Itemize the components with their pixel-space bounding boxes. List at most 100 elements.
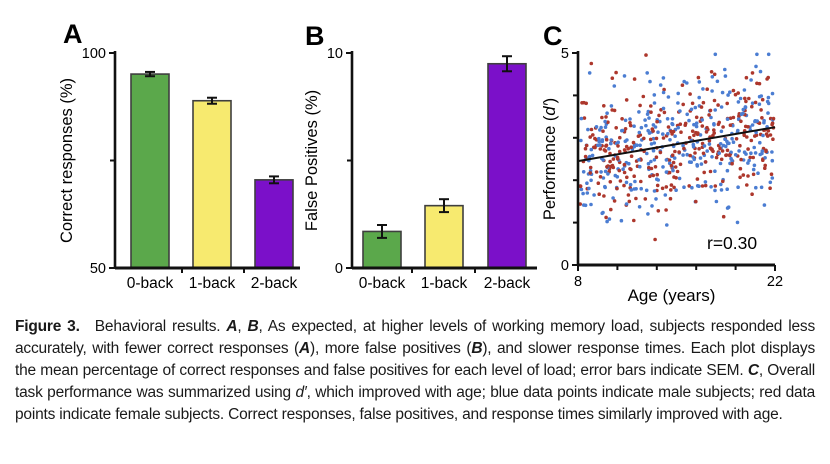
scatter-point (758, 152, 762, 157)
scatter-point (692, 157, 696, 162)
caption-segment: ), more false positives ( (310, 340, 472, 357)
scatter-point (652, 93, 657, 97)
scatter-point (666, 95, 671, 99)
scatter-point (687, 118, 691, 123)
scatter-point (617, 168, 622, 173)
scatter-point (654, 136, 659, 141)
scatter-point (638, 103, 642, 108)
scatter-point (622, 183, 626, 188)
scatter-point (581, 170, 586, 174)
scatter-point (694, 199, 698, 204)
scatter-point (728, 90, 732, 94)
scatter-point (672, 185, 676, 190)
scatter-point (581, 191, 585, 196)
scatter-point (755, 81, 759, 86)
scatter-point (719, 129, 724, 134)
scatter-point (645, 71, 649, 75)
scatter-point (648, 137, 653, 142)
scatter-point (698, 156, 703, 160)
scatter-point (699, 105, 704, 109)
scatter-point (710, 89, 714, 93)
scatter-point (757, 102, 762, 106)
scatter-point (771, 116, 776, 121)
scatter-point (758, 69, 763, 74)
scatter-point (692, 122, 696, 127)
scatter-point (649, 166, 654, 171)
scatter-point (602, 104, 606, 108)
bar-1-back (424, 204, 464, 269)
scatter-point (743, 96, 747, 101)
scatter-point (666, 131, 670, 136)
scatter-point (753, 151, 758, 155)
x-axis-title: Age (years) (628, 286, 716, 305)
scatter-point (609, 104, 614, 108)
scatter-point (703, 183, 708, 188)
scatter-point (680, 83, 685, 87)
scatter-point (654, 197, 658, 201)
scatter-point (579, 187, 584, 192)
scatter-point (693, 151, 697, 155)
scatter-point (601, 176, 606, 180)
scatter-point (605, 165, 609, 169)
scatter-point (682, 146, 686, 151)
scatter-point (729, 156, 733, 161)
scatter-point (661, 90, 666, 95)
scatter-point (754, 64, 758, 69)
scatter-point (653, 125, 658, 129)
scatter-point (603, 169, 608, 174)
scatter-point (681, 102, 685, 107)
scatter-point (589, 127, 594, 132)
y-tick-label: 100 (82, 46, 106, 62)
scatter-point (624, 202, 629, 206)
scatter-point (719, 188, 724, 192)
scatter-point (671, 160, 676, 165)
scatter-point (606, 172, 610, 176)
scatter-point (741, 173, 746, 177)
scatter-point (622, 74, 627, 78)
category-label: 1-back (189, 275, 236, 292)
scatter-point (697, 184, 701, 188)
scatter-point (741, 111, 745, 116)
scatter-point (720, 90, 725, 95)
scatter-point (628, 117, 632, 121)
figure-3-graphic: A B C 100 50 0-back 1-back 2-back Correct res… (58, 21, 783, 306)
scatter-point (676, 101, 680, 105)
scatter-point (752, 145, 756, 150)
scatter-point (650, 204, 654, 208)
scatter-point (727, 141, 731, 146)
scatter-point (593, 136, 597, 141)
scatter-point (611, 196, 615, 200)
scatter-point (612, 199, 617, 203)
scatter-point (721, 214, 726, 219)
scatter-point (660, 186, 665, 191)
scatter-point (721, 125, 725, 129)
scatter-point (610, 76, 615, 80)
scatter-point (744, 99, 748, 104)
category-label: 1-back (421, 275, 468, 292)
scatter-point (669, 188, 673, 192)
scatter-point (749, 138, 754, 143)
scatter-point (665, 117, 670, 121)
scatter-point (582, 116, 587, 120)
scatter-point (745, 183, 749, 187)
scatter-point (654, 155, 659, 159)
bar-1-back (192, 99, 232, 269)
caption-segment: A (226, 318, 238, 335)
scatter-point (754, 185, 758, 190)
scatter-point (644, 53, 648, 57)
scatter-point (751, 172, 756, 177)
scatter-point (718, 146, 722, 151)
scatter-point (673, 165, 678, 169)
scatter-point (578, 184, 583, 188)
scatter-point (637, 158, 641, 162)
scatter-point (708, 108, 713, 113)
scatter-point (761, 133, 765, 138)
scatter-point (601, 129, 605, 133)
scatter-point (611, 157, 616, 161)
scatter-point (711, 133, 715, 138)
scatter-point (652, 101, 657, 105)
scatter-point (647, 116, 651, 120)
y-tick-label: 0 (335, 261, 343, 277)
scatter-point (733, 92, 738, 97)
scatter-point (632, 77, 637, 81)
